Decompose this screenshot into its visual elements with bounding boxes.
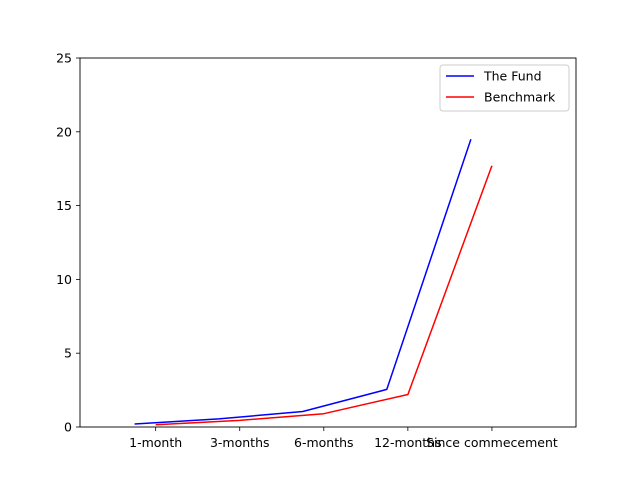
plot-area (80, 58, 576, 427)
plot-frame (79, 57, 577, 428)
y-tick-label: 10 (56, 272, 72, 287)
x-tick-label: 6-months (294, 435, 354, 450)
legend-label-benchmark: Benchmark (484, 90, 556, 105)
series-line-the-fund (134, 138, 472, 425)
legend-label-the-fund: The Fund (483, 69, 542, 84)
series-line-benchmark (155, 165, 493, 426)
y-tick-label: 0 (64, 420, 72, 435)
y-tick-label: 5 (64, 346, 72, 361)
x-tick-label: 1-month (129, 435, 182, 450)
x-tick-label: 3-months (210, 435, 270, 450)
x-tick-label: Since commecement (426, 435, 558, 450)
x-tick-label: 12-months (374, 435, 442, 450)
y-tick-label: 25 (56, 51, 72, 66)
y-tick-label: 20 (56, 124, 72, 139)
series-lines (134, 138, 493, 426)
y-tick-label: 15 (56, 198, 72, 213)
y-axis-ticks: 0 5 10 15 20 25 (56, 51, 80, 435)
legend: The Fund Benchmark (439, 64, 570, 112)
